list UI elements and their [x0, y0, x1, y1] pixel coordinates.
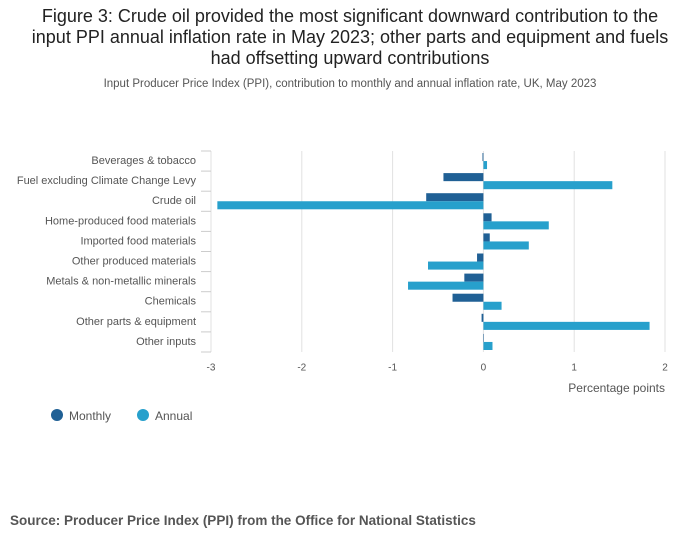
legend-label: Monthly — [69, 409, 111, 423]
bar — [483, 341, 493, 350]
bar — [482, 153, 484, 162]
bar — [477, 253, 484, 262]
x-tick-label: 1 — [571, 363, 577, 374]
y-tick-label: Chemicals — [145, 296, 197, 308]
x-tick-label: 0 — [481, 363, 487, 374]
bar — [483, 301, 502, 310]
bar — [481, 313, 484, 322]
legend-label: Annual — [155, 409, 192, 423]
bar — [217, 201, 484, 210]
bar — [443, 173, 484, 182]
bar — [452, 293, 484, 302]
y-tick-label: Fuel excluding Climate Change Levy — [17, 175, 197, 187]
y-tick-label: Metals & non-metallic minerals — [46, 276, 196, 288]
bar — [483, 221, 549, 230]
bar — [483, 241, 529, 250]
bar — [483, 181, 613, 190]
bar — [483, 321, 650, 330]
legend-marker — [51, 409, 63, 421]
bar — [464, 273, 484, 282]
y-tick-label: Beverages & tobacco — [91, 155, 196, 167]
x-axis-label: Percentage points — [568, 381, 665, 395]
bar — [483, 233, 490, 242]
y-tick-label: Imported food materials — [80, 235, 196, 247]
bar — [483, 333, 484, 342]
x-tick-label: -3 — [207, 363, 216, 374]
x-tick-label: -1 — [388, 363, 397, 374]
x-tick-label: -2 — [297, 363, 306, 374]
legend-marker — [137, 409, 149, 421]
bar — [483, 161, 488, 170]
y-tick-label: Other produced materials — [72, 255, 197, 267]
bar — [408, 281, 484, 290]
bar — [428, 261, 484, 270]
y-tick-label: Other inputs — [136, 336, 196, 348]
y-tick-label: Other parts & equipment — [76, 316, 196, 328]
chart-subtitle: Input Producer Price Index (PPI), contri… — [103, 78, 597, 90]
y-tick-label: Crude oil — [152, 195, 196, 207]
bar — [426, 193, 484, 202]
chart-title: Figure 3: Crude oil provided the most si… — [31, 6, 669, 68]
x-tick-label: 2 — [662, 363, 668, 374]
bar — [483, 213, 492, 222]
y-tick-label: Home-produced food materials — [45, 215, 197, 227]
source: Source: Producer Price Index (PPI) from … — [10, 513, 476, 528]
